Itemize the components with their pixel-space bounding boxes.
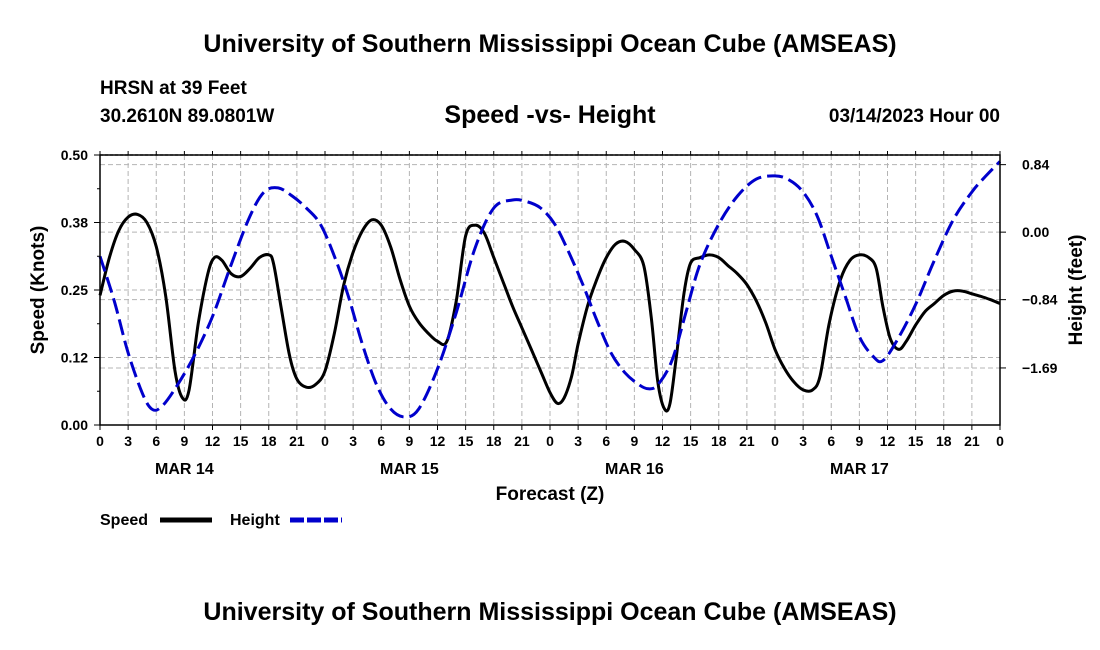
x-tick-label: 18 — [936, 433, 952, 449]
x-tick-label: 12 — [880, 433, 896, 449]
x-tick-label: 9 — [180, 433, 188, 449]
x-tick-label: 21 — [514, 433, 530, 449]
x-tick-label: 6 — [377, 433, 385, 449]
height-series-line — [98, 160, 1002, 419]
x-tick-label: 6 — [827, 433, 835, 449]
x-tick-label: 0 — [771, 433, 779, 449]
x-tick-label: 21 — [739, 433, 755, 449]
x-axis-title: Forecast (Z) — [496, 484, 605, 505]
x-tick-label: 9 — [855, 433, 863, 449]
x-tick-label: 18 — [261, 433, 277, 449]
y-tick-label: 0.50 — [61, 147, 88, 163]
chart-title-bottom: University of Southern Mississippi Ocean… — [203, 598, 897, 626]
series-layer — [98, 160, 1002, 419]
y2-tick-label: −1.69 — [1022, 360, 1058, 376]
x-tick-label: 9 — [405, 433, 413, 449]
x-tick-label: 18 — [486, 433, 502, 449]
x-date-label: MAR 17 — [830, 461, 889, 478]
x-tick-label: 15 — [908, 433, 924, 449]
x-tick-label: 15 — [233, 433, 249, 449]
x-date-label: MAR 15 — [380, 461, 439, 478]
grid — [100, 154, 1000, 425]
x-tick-label: 0 — [996, 433, 1004, 449]
x-tick-label: 21 — [289, 433, 305, 449]
x-date-label: MAR 16 — [605, 461, 664, 478]
x-tick-label: 18 — [711, 433, 727, 449]
x-tick-label: 9 — [630, 433, 638, 449]
y2-tick-label: −0.84 — [1022, 292, 1058, 308]
x-tick-label: 12 — [655, 433, 671, 449]
x-tick-label: 0 — [321, 433, 329, 449]
x-tick-label: 6 — [602, 433, 610, 449]
x-tick-label: 15 — [458, 433, 474, 449]
x-tick-label: 0 — [96, 433, 104, 449]
x-tick-label: 12 — [205, 433, 221, 449]
speed-series-line — [98, 212, 1001, 413]
x-tick-label: 3 — [349, 433, 357, 449]
x-tick-label: 3 — [574, 433, 582, 449]
x-tick-label: 15 — [683, 433, 699, 449]
chart-title-top: University of Southern Mississippi Ocean… — [203, 30, 897, 58]
station-coordinates: 30.2610N 89.0801W — [100, 106, 275, 127]
x-tick-label: 12 — [430, 433, 446, 449]
y2-tick-label: 0.00 — [1022, 224, 1049, 240]
x-tick-label: 0 — [546, 433, 554, 449]
x-tick-label: 3 — [799, 433, 807, 449]
x-tick-label: 21 — [964, 433, 980, 449]
y2-axis-title: Height (feet) — [1066, 235, 1087, 346]
x-date-label: MAR 14 — [155, 461, 214, 478]
x-tick-label: 6 — [152, 433, 160, 449]
y2-tick-label: 0.84 — [1022, 157, 1049, 173]
axes: 0 3 6 9 12 15 18 21 0 3 6 9 12 15 18 21 0 3 6 9 12 15 18 21 0 3 6 9… — [61, 147, 1058, 478]
chart-subtitle: Speed -vs- Height — [444, 101, 656, 129]
x-tick-label: 3 — [124, 433, 132, 449]
y-tick-label: 0.12 — [61, 350, 88, 366]
y-tick-label: 0.38 — [61, 215, 88, 231]
legend-speed-label: Speed — [100, 512, 148, 529]
y-tick-label: 0.25 — [61, 282, 88, 298]
forecast-datetime: 03/14/2023 Hour 00 — [828, 106, 1000, 127]
y-axis-title: Speed (Knots) — [28, 226, 49, 355]
station-label: HRSN at 39 Feet — [100, 78, 247, 99]
legend-height-label: Height — [230, 512, 280, 529]
y-tick-label: 0.00 — [61, 417, 88, 433]
legend: Speed Height — [100, 512, 342, 529]
